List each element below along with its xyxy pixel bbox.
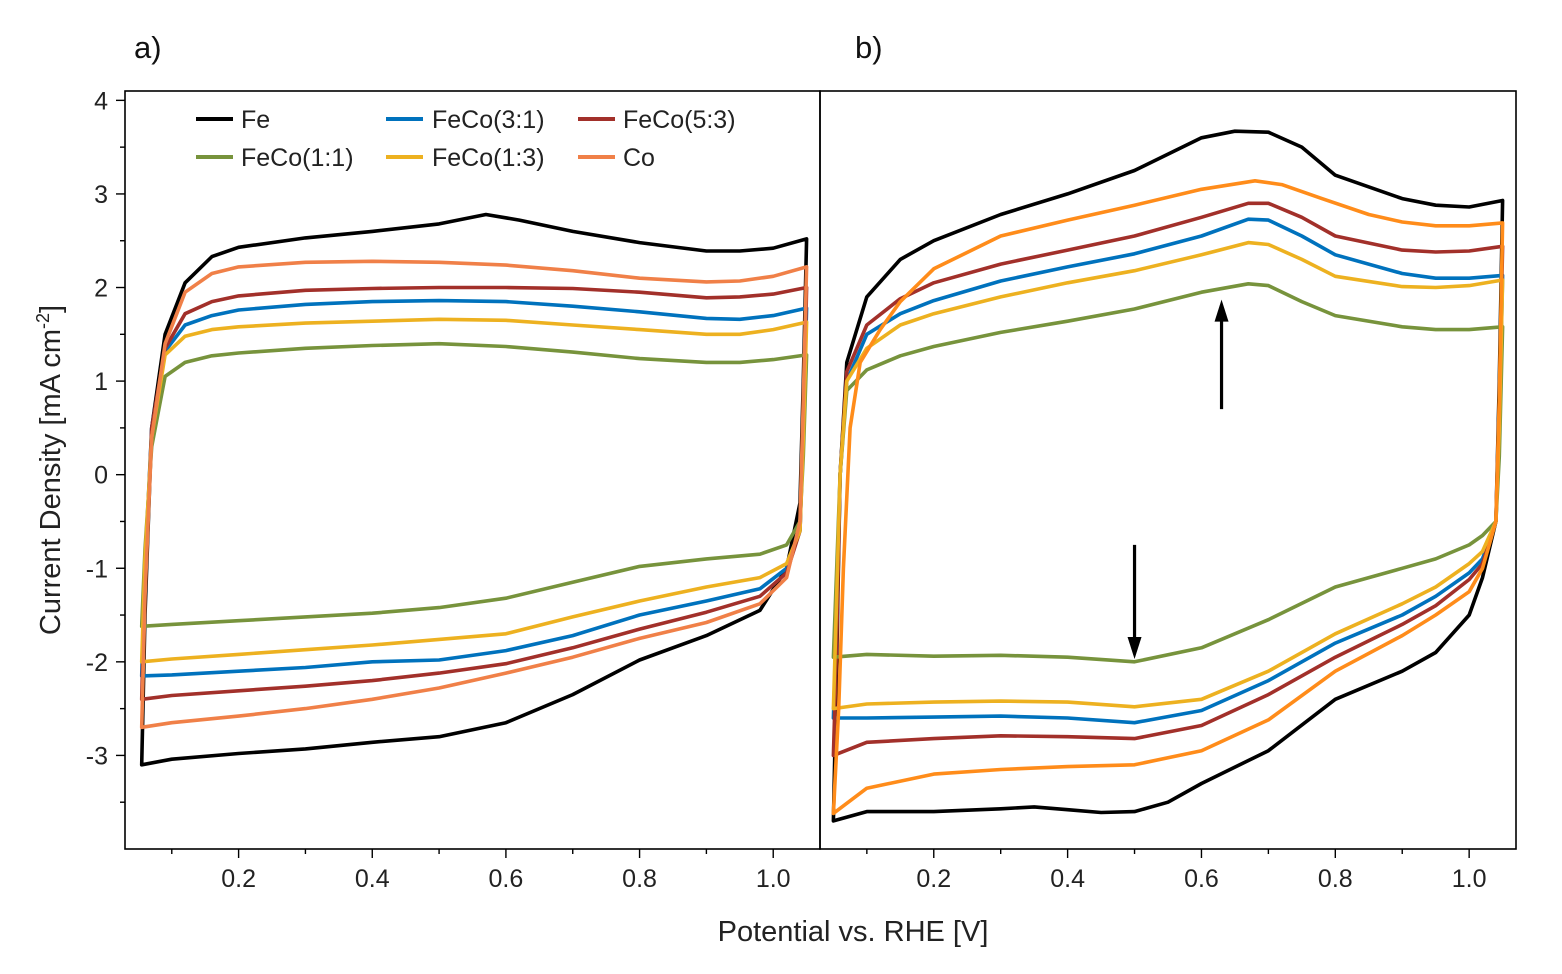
x-tick-label-a: 0.8 <box>622 865 657 893</box>
x-tick-label-b: 0.2 <box>916 865 951 893</box>
panel-label-b: b) <box>855 30 883 65</box>
cv-curve-feco-1-1-panel-a <box>139 341 809 629</box>
x-tick-label-b: 0.6 <box>1184 865 1219 893</box>
x-tick-label-b: 0.8 <box>1318 865 1353 893</box>
y-tick-label: 4 <box>94 87 108 115</box>
y-tick-label: 1 <box>94 368 108 396</box>
y-tick-label: -1 <box>86 555 108 583</box>
y-axis-title-main: Current Density [mA cm <box>35 329 67 635</box>
y-tick-label: 2 <box>94 275 108 303</box>
cv-curve-feco-1-3-panel-a <box>139 317 809 664</box>
x-tick-label-a: 0.6 <box>489 865 524 893</box>
legend-label-feco-1-1: FeCo(1:1) <box>241 144 354 172</box>
cv-curve-feco-1-1-panel-b <box>831 282 1505 664</box>
legend: Fe FeCo(3:1) FeCo(5:3) FeCo(1:1) FeCo(1:… <box>196 106 736 172</box>
y-axis-title-superscript: -2 <box>33 313 53 329</box>
panel-label-a: a) <box>134 30 162 65</box>
cv-curve-feco-1-3-panel-b <box>831 240 1505 711</box>
curves-panel-b <box>831 129 1505 823</box>
cv-curve-feco-5-3-panel-a <box>139 285 809 702</box>
x-tick-label-a: 0.4 <box>355 865 390 893</box>
cv-curve-co-panel-a <box>139 259 809 730</box>
x-tick-label-b: 1.0 <box>1452 865 1487 893</box>
cv-curve-feco-5-3-panel-b <box>831 201 1505 758</box>
y-tick-label: -2 <box>86 649 108 677</box>
legend-label-feco-5-3: FeCo(5:3) <box>623 106 736 134</box>
arrow-down-head <box>1127 637 1142 660</box>
cv-curve-fe-panel-a <box>139 212 809 767</box>
x-tick-label-a: 0.2 <box>221 865 256 893</box>
cv-curve-feco-3-1-panel-b <box>831 217 1505 725</box>
y-axis-title: Current Density [mA cm-2] <box>33 305 67 635</box>
x-axis-title: Potential vs. RHE [V] <box>718 916 989 948</box>
x-tick-label-a: 1.0 <box>756 865 791 893</box>
legend-label-feco-3-1: FeCo(3:1) <box>432 106 545 134</box>
y-tick-label: -3 <box>86 742 108 770</box>
plot-frame-a <box>124 90 821 850</box>
annotations <box>1127 299 1229 660</box>
plot-frame-b <box>819 90 1517 850</box>
legend-label-feco-1-3: FeCo(1:3) <box>432 144 545 172</box>
cv-curve-co-panel-b <box>831 179 1505 816</box>
cv-curve-fe-panel-b <box>831 129 1505 823</box>
y-tick-label: 0 <box>94 462 108 490</box>
axis-ticks: 0.2 0.4 0.6 0.8 1.0 0.2 0.4 0.6 0.8 1.0 4 3 2 1 0 -1 -2 -… <box>86 87 1487 893</box>
cv-curve-feco-3-1-panel-a <box>139 298 809 678</box>
y-axis-title-suffix: ] <box>35 305 67 313</box>
arrow-up-head <box>1214 299 1229 322</box>
x-tick-label-b: 0.4 <box>1050 865 1085 893</box>
y-tick-label: 3 <box>94 181 108 209</box>
legend-label-fe: Fe <box>241 106 270 134</box>
legend-label-co: Co <box>623 144 655 172</box>
curves-panel-a <box>139 212 809 767</box>
